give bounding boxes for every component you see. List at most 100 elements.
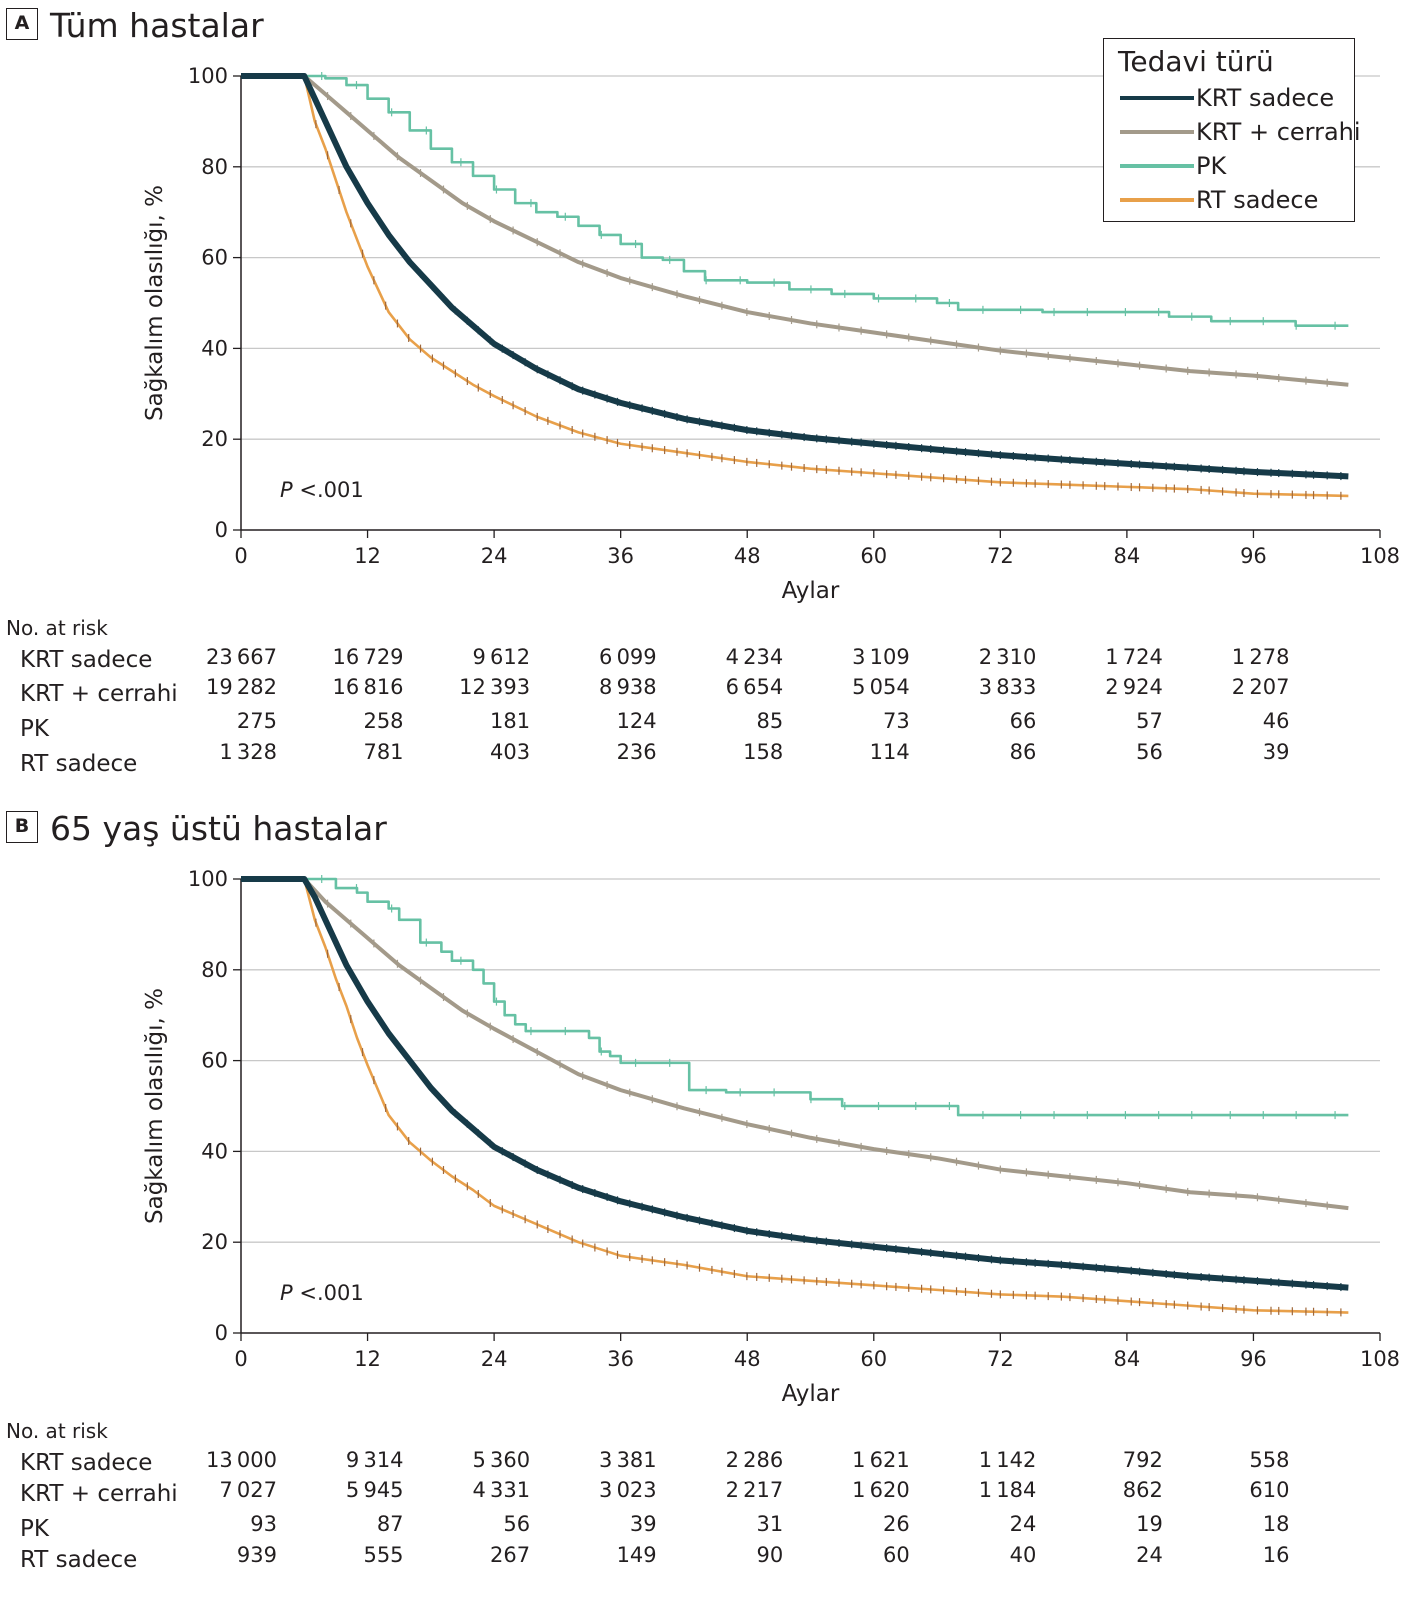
- risk-count: 181: [490, 709, 531, 733]
- x-tick-label: 96: [1240, 1347, 1267, 1371]
- risk-count: 555: [363, 1543, 404, 1567]
- risk-count: 267: [490, 1543, 531, 1567]
- risk-count: 149: [616, 1543, 657, 1567]
- risk-count: 1 184: [978, 1478, 1037, 1502]
- x-tick-label: 72: [987, 1347, 1014, 1371]
- risk-count: 39: [629, 1512, 657, 1536]
- legend-swatch: [1120, 164, 1194, 168]
- x-tick-label: 108: [1360, 1347, 1400, 1371]
- risk-table-title: No. at risk: [6, 1419, 108, 1443]
- legend-item: PK: [1120, 150, 1352, 182]
- risk-count: 1 621: [852, 1448, 910, 1472]
- risk-count: 9 612: [472, 645, 531, 669]
- p-value-annotation: P <.001: [280, 1281, 364, 1305]
- legend-title: Tedavi türü: [1118, 45, 1274, 78]
- survival-chart: 0 20 40 60 80 100 0 12 24 36 48 60 72 84 96 108 Aylar Sağ…: [142, 64, 1400, 604]
- risk-count: 16 816: [332, 675, 404, 699]
- series-line: [241, 876, 1349, 1291]
- x-tick-label: 0: [234, 544, 247, 568]
- risk-row-label: KRT sadece: [20, 647, 153, 673]
- y-axis-title: Sağkalım olasılığı, %: [142, 185, 168, 421]
- risk-row-label: KRT + cerrahi: [20, 681, 178, 707]
- y-tick-label: 100: [188, 867, 228, 891]
- risk-table-title: No. at risk: [6, 616, 108, 640]
- x-tick-label: 60: [860, 544, 887, 568]
- x-tick-label: 12: [354, 544, 381, 568]
- legend-swatch: [1120, 130, 1194, 134]
- legend-item: KRT + cerrahi: [1120, 116, 1361, 148]
- legend-item: KRT sadece: [1120, 82, 1352, 114]
- x-tick-label: 96: [1240, 544, 1267, 568]
- risk-count: 85: [756, 709, 784, 733]
- y-tick-label: 0: [215, 518, 228, 542]
- risk-count: 1 278: [1231, 645, 1290, 669]
- risk-count: 16: [1262, 1543, 1290, 1567]
- y-axis-title: Sağkalım olasılığı, %: [142, 988, 168, 1224]
- x-tick-label: 72: [987, 544, 1014, 568]
- risk-count: 86: [1009, 740, 1037, 764]
- survival-chart: 0 20 40 60 80 100 0 12 24 36 48 60 72 84 96 108 Aylar Sağ…: [142, 867, 1400, 1407]
- risk-count: 158: [743, 740, 784, 764]
- risk-count: 31: [756, 1512, 784, 1536]
- risk-count: 19 282: [206, 675, 277, 699]
- x-axis-title: Aylar: [782, 578, 840, 604]
- legend-label: PK: [1196, 152, 1227, 180]
- risk-row-label: KRT sadece: [20, 1450, 153, 1476]
- risk-count: 2 310: [978, 645, 1037, 669]
- risk-count: 40: [1009, 1543, 1037, 1567]
- risk-count: 558: [1249, 1448, 1290, 1472]
- risk-count: 60: [883, 1543, 910, 1567]
- x-axis-title: Aylar: [782, 1381, 840, 1407]
- risk-count: 3 381: [599, 1448, 657, 1472]
- x-tick-label: 84: [1114, 544, 1141, 568]
- risk-count: 5 945: [345, 1478, 404, 1502]
- panel-title: Tüm hastalar: [50, 6, 264, 45]
- risk-count: 5 054: [852, 675, 910, 699]
- y-tick-label: 40: [201, 1139, 228, 1163]
- risk-count: 46: [1262, 709, 1290, 733]
- x-tick-label: 0: [234, 1347, 247, 1371]
- legend: Tedavi türü KRT sadece KRT + cerrahi PK …: [1103, 38, 1361, 222]
- series-line: [241, 877, 1349, 1314]
- risk-count: 12 393: [459, 675, 531, 699]
- risk-count: 24: [1136, 1543, 1163, 1567]
- risk-count: 781: [363, 740, 404, 764]
- risk-count: 1 328: [219, 740, 277, 764]
- legend-swatch: [1120, 198, 1194, 202]
- y-tick-label: 100: [188, 64, 228, 88]
- risk-count: 124: [616, 709, 657, 733]
- x-tick-label: 36: [607, 1347, 634, 1371]
- panel-title: 65 yaş üstü hastalar: [50, 809, 387, 848]
- risk-row-label: RT sadece: [20, 751, 138, 777]
- y-tick-label: 60: [201, 246, 228, 270]
- risk-count: 24: [1009, 1512, 1037, 1536]
- risk-count: 1 724: [1105, 645, 1163, 669]
- risk-count: 275: [236, 709, 277, 733]
- legend-label: RT sadece: [1196, 186, 1319, 214]
- risk-count: 3 023: [599, 1478, 657, 1502]
- risk-count: 5 360: [472, 1448, 531, 1472]
- risk-row-label: KRT + cerrahi: [20, 1481, 178, 1507]
- series-line: [241, 74, 1349, 498]
- risk-count: 39: [1262, 740, 1290, 764]
- y-tick-label: 40: [201, 336, 228, 360]
- risk-count: 18: [1262, 1512, 1290, 1536]
- x-tick-label: 60: [860, 1347, 887, 1371]
- risk-count: 56: [1136, 740, 1163, 764]
- risk-count: 23 667: [206, 645, 277, 669]
- risk-count: 4 234: [725, 645, 784, 669]
- risk-count: 90: [756, 1543, 784, 1567]
- risk-row-label: PK: [20, 716, 49, 742]
- risk-count: 7 027: [219, 1478, 277, 1502]
- panel-letter: A: [6, 8, 38, 40]
- risk-count: 2 217: [725, 1478, 784, 1502]
- risk-count: 4 331: [472, 1478, 531, 1502]
- risk-count: 57: [1136, 709, 1163, 733]
- risk-count: 792: [1122, 1448, 1163, 1472]
- y-tick-label: 20: [201, 427, 228, 451]
- legend-label: KRT sadece: [1196, 84, 1335, 112]
- y-tick-label: 0: [215, 1321, 228, 1345]
- series-line: [241, 74, 1349, 387]
- series-line: [241, 73, 1349, 480]
- x-tick-label: 36: [607, 544, 634, 568]
